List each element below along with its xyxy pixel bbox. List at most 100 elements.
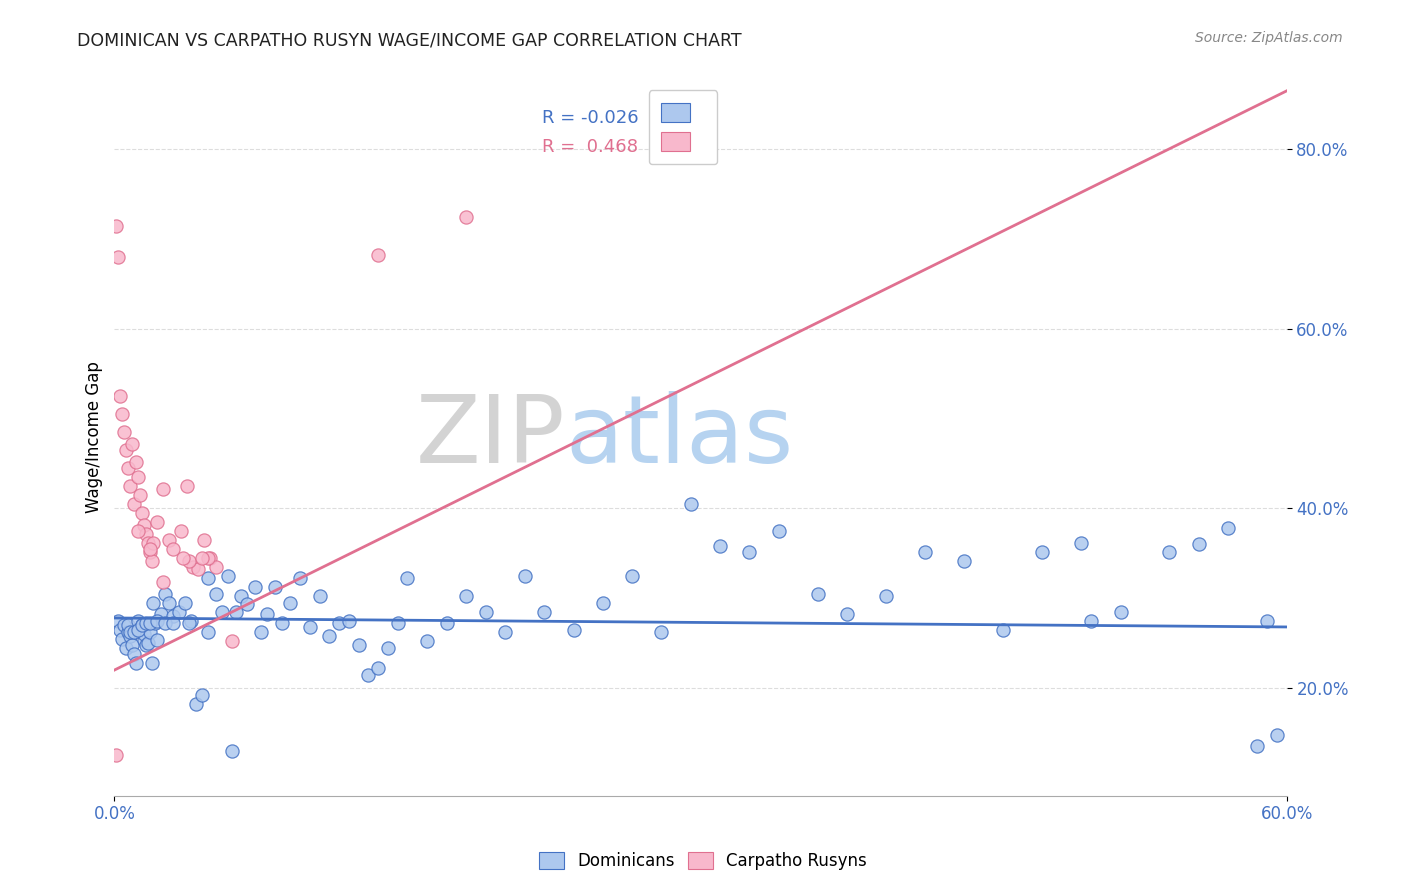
Point xyxy=(118,479,141,493)
Point xyxy=(494,625,516,640)
Point xyxy=(298,620,321,634)
Point xyxy=(152,482,174,496)
Point xyxy=(117,625,139,640)
Point xyxy=(205,559,228,574)
Point xyxy=(146,614,169,628)
Point xyxy=(1080,614,1102,628)
Point xyxy=(132,517,155,532)
Point xyxy=(387,616,409,631)
Point xyxy=(474,605,496,619)
Point xyxy=(191,550,214,565)
Point xyxy=(278,596,301,610)
Point xyxy=(155,587,177,601)
Point xyxy=(709,539,731,553)
Point xyxy=(122,647,145,661)
Point xyxy=(138,616,160,631)
Point xyxy=(118,625,141,640)
Point xyxy=(162,609,184,624)
Point xyxy=(436,616,458,631)
Point xyxy=(162,541,184,556)
Text: ZIP: ZIP xyxy=(416,391,565,483)
Text: Source: ZipAtlas.com: Source: ZipAtlas.com xyxy=(1195,31,1343,45)
Point xyxy=(136,535,159,549)
Point xyxy=(180,614,202,628)
Point xyxy=(621,568,644,582)
Point xyxy=(105,748,128,763)
Point xyxy=(875,590,897,604)
Point xyxy=(914,544,936,558)
Point xyxy=(288,572,311,586)
Point xyxy=(170,524,193,538)
Point xyxy=(111,407,134,421)
Point xyxy=(135,526,157,541)
Point xyxy=(177,553,200,567)
Point xyxy=(308,590,330,604)
Point xyxy=(186,697,208,711)
Text: DOMINICAN VS CARPATHO RUSYN WAGE/INCOME GAP CORRELATION CHART: DOMINICAN VS CARPATHO RUSYN WAGE/INCOME … xyxy=(77,31,742,49)
Point xyxy=(328,616,350,631)
Point xyxy=(191,688,214,702)
Point xyxy=(135,638,157,652)
Text: R = -0.026   N = 99: R = -0.026 N = 99 xyxy=(543,109,718,127)
Point xyxy=(835,607,858,622)
Point xyxy=(127,470,149,484)
Point xyxy=(125,656,148,670)
Text: R =  0.468   N = 42: R = 0.468 N = 42 xyxy=(543,138,718,156)
Point xyxy=(562,623,585,637)
Point xyxy=(121,437,143,451)
Point xyxy=(1188,537,1211,551)
Point xyxy=(141,553,163,567)
Point xyxy=(157,596,180,610)
Point xyxy=(131,618,153,632)
Point xyxy=(263,581,285,595)
Legend: , : , xyxy=(648,90,717,164)
Point xyxy=(367,248,389,262)
Point xyxy=(110,623,132,637)
Point xyxy=(176,479,198,493)
Point xyxy=(141,656,163,670)
Point xyxy=(197,550,219,565)
Point xyxy=(205,587,228,601)
Point xyxy=(1246,739,1268,754)
Point xyxy=(250,625,273,640)
Y-axis label: Wage/Income Gap: Wage/Income Gap xyxy=(86,360,103,513)
Point xyxy=(221,744,243,758)
Point xyxy=(127,524,149,538)
Point xyxy=(225,605,247,619)
Point xyxy=(145,616,167,631)
Point xyxy=(142,596,165,610)
Point xyxy=(115,443,138,458)
Point xyxy=(993,623,1015,637)
Point xyxy=(107,614,129,628)
Point xyxy=(107,250,129,264)
Point xyxy=(592,596,614,610)
Point xyxy=(396,572,419,586)
Point xyxy=(111,632,134,646)
Point xyxy=(112,618,135,632)
Point xyxy=(122,497,145,511)
Point xyxy=(138,541,160,556)
Point xyxy=(231,590,253,604)
Point xyxy=(513,568,536,582)
Point xyxy=(115,640,138,655)
Point xyxy=(187,562,209,576)
Point xyxy=(132,627,155,641)
Point xyxy=(221,634,243,648)
Point xyxy=(197,572,219,586)
Point xyxy=(454,210,477,224)
Point xyxy=(177,616,200,631)
Point xyxy=(193,533,215,547)
Point xyxy=(142,535,165,549)
Point xyxy=(132,632,155,647)
Point xyxy=(1265,728,1288,742)
Point xyxy=(138,544,160,558)
Point xyxy=(337,614,360,628)
Point xyxy=(150,607,173,622)
Point xyxy=(121,638,143,652)
Point xyxy=(155,616,177,631)
Point xyxy=(135,616,157,631)
Point xyxy=(347,638,370,652)
Point xyxy=(146,632,169,647)
Point xyxy=(1256,614,1278,628)
Point xyxy=(198,550,221,565)
